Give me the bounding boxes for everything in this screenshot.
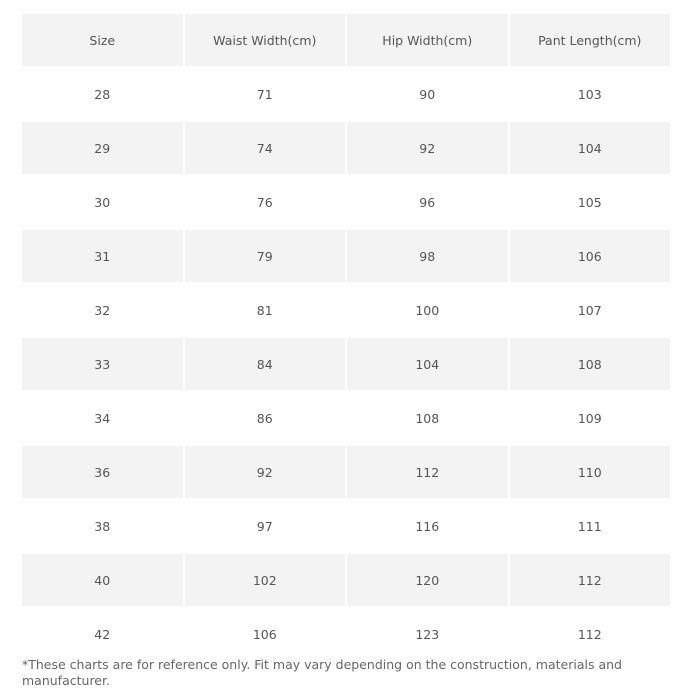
table-row: 28 71 90 103 xyxy=(22,68,670,120)
table-cell: 42 xyxy=(94,626,111,642)
table-cell: 120 xyxy=(347,554,508,606)
table-cell: 104 xyxy=(509,122,670,174)
table-cell: 116 xyxy=(415,518,440,534)
table-cell: 33 xyxy=(22,338,183,390)
table-cell: 71 xyxy=(256,86,273,102)
header-row: Size Waist Width(cm) Hip Width(cm) Pant Len… xyxy=(22,14,670,66)
footnote: *These charts are for reference only. Fi… xyxy=(22,657,622,688)
table-cell: 111 xyxy=(577,518,602,534)
table-row: 31 79 98 106 xyxy=(22,230,670,282)
table-cell: 90 xyxy=(419,86,436,102)
table-row: 32 81 100 107 xyxy=(22,284,670,336)
table-row: 36 92 112 110 xyxy=(22,446,670,498)
table-cell: 34 xyxy=(94,410,111,426)
size-table: Size Waist Width(cm) Hip Width(cm) Pant Len… xyxy=(22,14,670,662)
table-cell: 30 xyxy=(94,194,111,210)
table-cell: 106 xyxy=(509,230,670,282)
table-cell: 108 xyxy=(415,410,440,426)
table-cell: 112 xyxy=(347,446,508,498)
table-cell: 98 xyxy=(347,230,508,282)
table-cell: 123 xyxy=(415,626,440,642)
table-row: 38 97 116 111 xyxy=(22,500,670,552)
table-cell: 74 xyxy=(184,122,345,174)
table-row: 34 86 108 109 xyxy=(22,392,670,444)
table-cell: 97 xyxy=(256,518,273,534)
header-cell: Waist Width(cm) xyxy=(184,14,345,66)
table-cell: 32 xyxy=(94,302,111,318)
header-cell: Pant Length(cm) xyxy=(509,14,670,66)
table-cell: 96 xyxy=(419,194,436,210)
table-cell: 86 xyxy=(256,410,273,426)
table-cell: 104 xyxy=(347,338,508,390)
table-cell: 106 xyxy=(252,626,277,642)
table-row: 33 84 104 108 xyxy=(22,338,670,390)
table-cell: 81 xyxy=(256,302,273,318)
table-cell: 92 xyxy=(184,446,345,498)
header-cell: Hip Width(cm) xyxy=(347,14,508,66)
table-cell: 79 xyxy=(184,230,345,282)
header-cell: Size xyxy=(22,14,183,66)
table-cell: 76 xyxy=(256,194,273,210)
table-cell: 28 xyxy=(94,86,111,102)
table-cell: 38 xyxy=(94,518,111,534)
table-cell: 40 xyxy=(22,554,183,606)
table-row: 30 76 96 105 xyxy=(22,176,670,228)
table-row: 29 74 92 104 xyxy=(22,122,670,174)
table-cell: 107 xyxy=(577,302,602,318)
table-cell: 112 xyxy=(509,554,670,606)
table-cell: 108 xyxy=(509,338,670,390)
table-cell: 105 xyxy=(577,194,602,210)
table-cell: 103 xyxy=(577,86,602,102)
table-cell: 102 xyxy=(184,554,345,606)
table-cell: 31 xyxy=(22,230,183,282)
table-cell: 100 xyxy=(415,302,440,318)
table-cell: 84 xyxy=(184,338,345,390)
table-cell: 110 xyxy=(509,446,670,498)
table-row: 42 106 123 112 xyxy=(22,608,670,660)
table-cell: 29 xyxy=(22,122,183,174)
table-cell: 109 xyxy=(577,410,602,426)
table-cell: 112 xyxy=(577,626,602,642)
table-row: 40 102 120 112 xyxy=(22,554,670,606)
table-cell: 36 xyxy=(22,446,183,498)
table-cell: 92 xyxy=(347,122,508,174)
